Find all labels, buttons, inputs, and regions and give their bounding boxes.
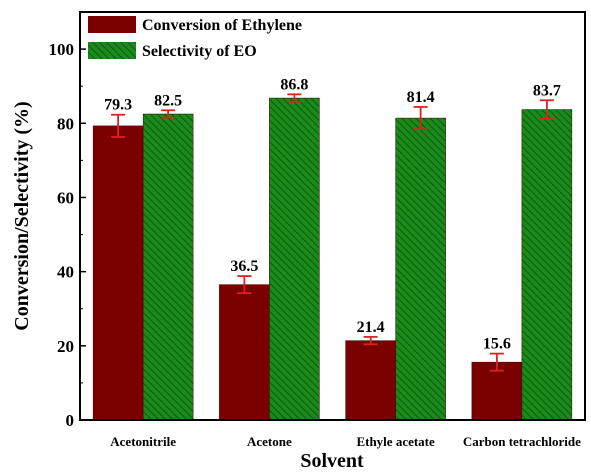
x-axis: Acetonitrile Acetone Ethyle acetate Carbon … xyxy=(110,434,581,449)
error-bar xyxy=(413,106,428,131)
data-label: 81.4 xyxy=(407,89,435,106)
plot-frame xyxy=(79,11,586,421)
x-tick-label: Acetonitrile xyxy=(110,434,176,449)
y-axis: 0 20 40 60 80 100 xyxy=(49,40,86,430)
error-bar xyxy=(237,275,252,295)
error-bar xyxy=(161,109,176,119)
bar-conversion xyxy=(92,125,144,421)
error-bar xyxy=(287,93,302,103)
bar-conversion xyxy=(471,361,523,421)
y-tick-label: 100 xyxy=(49,40,75,59)
data-label: 21.4 xyxy=(357,319,385,336)
bars-layer xyxy=(92,97,573,421)
bar-conversion xyxy=(219,284,270,421)
y-tick-label: 60 xyxy=(57,188,74,207)
data-label: 36.5 xyxy=(230,258,258,275)
legend-swatch-conversion xyxy=(88,16,136,33)
x-tick-label: Acetone xyxy=(247,434,292,449)
error-bars-layer xyxy=(111,93,554,372)
bar-conversion xyxy=(345,340,396,421)
y-tick-label: 0 xyxy=(66,411,75,430)
data-label: 15.6 xyxy=(483,336,511,353)
y-tick-label: 20 xyxy=(57,337,74,356)
data-label: 82.5 xyxy=(154,92,182,109)
data-label: 83.7 xyxy=(533,82,561,99)
bar-selectivity xyxy=(142,113,194,421)
data-labels-layer: 79.3 82.5 36.5 86.8 21.4 81.4 15.6 83.7 xyxy=(104,76,561,352)
bar-selectivity xyxy=(521,109,573,421)
y-tick-label: 80 xyxy=(57,114,74,133)
x-tick-label: Carbon tetrachloride xyxy=(463,434,581,449)
y-axis-title: Conversion/Selectivity (%) xyxy=(11,101,33,330)
error-bar xyxy=(539,99,554,120)
bar-selectivity xyxy=(395,117,446,421)
bar-selectivity xyxy=(269,97,320,421)
legend-label-conversion: Conversion of Ethylene xyxy=(142,17,302,34)
legend-label-selectivity: Selectivity of EO xyxy=(142,43,257,60)
legend: Conversion of Ethylene Selectivity of EO xyxy=(88,16,302,60)
legend-swatch-selectivity xyxy=(88,42,136,59)
x-tick-label: Ethyle acetate xyxy=(356,434,435,449)
error-bar xyxy=(111,113,126,138)
y-tick-label: 40 xyxy=(57,263,74,282)
data-label: 86.8 xyxy=(280,76,308,93)
x-axis-title: Solvent xyxy=(300,450,364,472)
data-label: 79.3 xyxy=(104,97,132,114)
error-bar xyxy=(363,336,378,346)
error-bar xyxy=(489,352,504,372)
